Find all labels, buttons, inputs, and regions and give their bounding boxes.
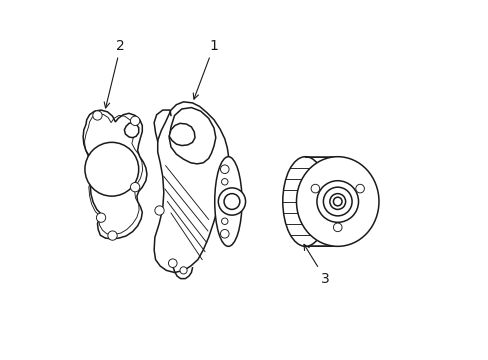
Circle shape <box>333 223 341 231</box>
Circle shape <box>220 165 228 174</box>
Ellipse shape <box>296 157 378 246</box>
Polygon shape <box>169 123 195 145</box>
Text: 1: 1 <box>193 39 218 99</box>
Circle shape <box>155 206 164 215</box>
Text: 2: 2 <box>104 39 125 108</box>
Circle shape <box>316 181 358 222</box>
Circle shape <box>333 197 341 206</box>
Circle shape <box>224 194 239 210</box>
Circle shape <box>221 218 227 225</box>
Polygon shape <box>83 110 147 239</box>
Circle shape <box>310 184 319 193</box>
Circle shape <box>130 183 140 192</box>
Circle shape <box>130 116 140 126</box>
Circle shape <box>220 229 228 238</box>
Circle shape <box>355 184 364 193</box>
Polygon shape <box>169 108 215 164</box>
Circle shape <box>180 267 187 274</box>
Circle shape <box>168 259 177 267</box>
Text: 3: 3 <box>304 244 329 285</box>
Polygon shape <box>154 102 228 273</box>
Circle shape <box>329 194 345 210</box>
Circle shape <box>323 187 351 216</box>
Ellipse shape <box>214 157 242 246</box>
Circle shape <box>218 188 245 215</box>
Circle shape <box>108 231 117 240</box>
Circle shape <box>93 111 102 120</box>
Circle shape <box>85 142 139 196</box>
Ellipse shape <box>282 157 327 246</box>
Circle shape <box>96 213 105 222</box>
Circle shape <box>221 179 227 185</box>
Polygon shape <box>124 123 139 138</box>
